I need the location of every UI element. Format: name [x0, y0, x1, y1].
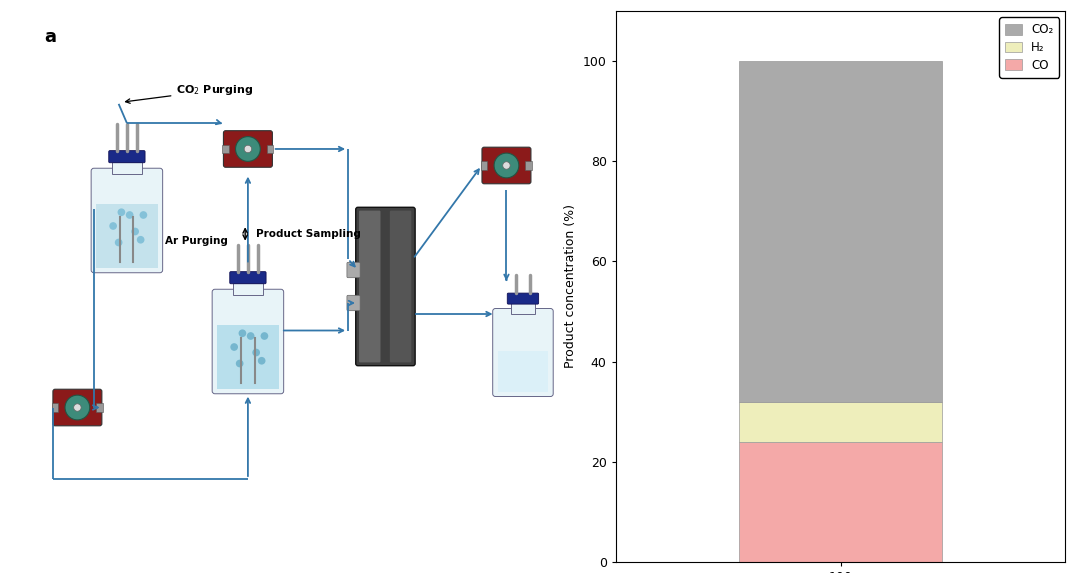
Circle shape [260, 332, 268, 340]
Bar [112, 162, 142, 174]
Bar [739, 442, 942, 562]
Bar [97, 403, 103, 412]
Circle shape [252, 348, 260, 356]
Bar [233, 282, 263, 295]
Bar [525, 161, 532, 170]
FancyBboxPatch shape [346, 262, 360, 278]
Bar [267, 144, 273, 154]
Text: Product Sampling: Product Sampling [256, 229, 362, 240]
FancyBboxPatch shape [53, 389, 102, 426]
FancyBboxPatch shape [482, 147, 530, 184]
Bar [96, 204, 158, 268]
FancyBboxPatch shape [507, 293, 539, 304]
Circle shape [239, 329, 246, 337]
Circle shape [244, 146, 252, 152]
Circle shape [494, 153, 519, 178]
FancyBboxPatch shape [109, 151, 145, 163]
Circle shape [502, 162, 510, 169]
Bar [511, 303, 536, 314]
FancyBboxPatch shape [359, 211, 381, 362]
FancyBboxPatch shape [346, 295, 360, 311]
Circle shape [230, 343, 238, 351]
Text: a: a [44, 28, 56, 46]
Circle shape [117, 209, 125, 216]
Bar [52, 403, 58, 412]
Circle shape [236, 136, 260, 162]
Text: CO$_2$ Purging: CO$_2$ Purging [126, 83, 254, 103]
FancyBboxPatch shape [224, 131, 272, 167]
FancyBboxPatch shape [390, 211, 411, 362]
Circle shape [236, 360, 243, 367]
Bar [223, 144, 229, 154]
Bar [481, 161, 487, 170]
FancyBboxPatch shape [493, 308, 553, 397]
Circle shape [131, 227, 139, 236]
Circle shape [126, 211, 133, 219]
Circle shape [140, 211, 147, 219]
FancyBboxPatch shape [356, 207, 415, 366]
FancyBboxPatch shape [212, 289, 284, 394]
Bar [739, 61, 942, 402]
Circle shape [110, 222, 117, 230]
FancyBboxPatch shape [91, 168, 162, 273]
Bar [739, 402, 942, 442]
Circle shape [73, 404, 81, 411]
FancyBboxPatch shape [230, 272, 266, 284]
Bar [217, 325, 279, 390]
Bar [498, 351, 549, 392]
Text: Ar Purging: Ar Purging [166, 237, 228, 246]
Circle shape [65, 395, 89, 420]
Circle shape [115, 238, 123, 246]
Legend: CO₂, H₂, CO: CO₂, H₂, CO [1000, 17, 1060, 77]
Circle shape [258, 357, 266, 364]
Circle shape [137, 236, 144, 244]
Circle shape [246, 332, 255, 340]
Y-axis label: Product concentration (%): Product concentration (%) [564, 205, 578, 368]
